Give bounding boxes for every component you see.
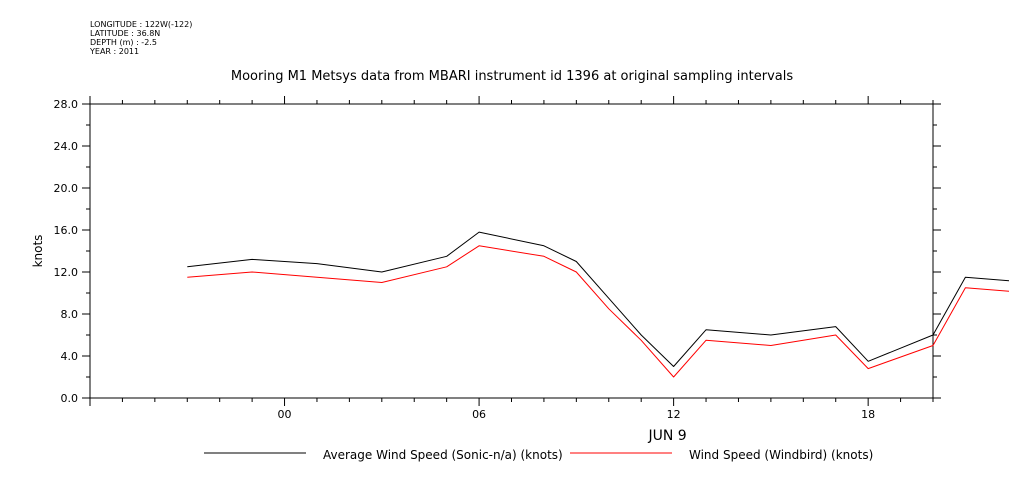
legend: Average Wind Speed (Sonic-n/a) (knots) W… [204,448,873,462]
y-tick-label: 24.0 [54,140,79,153]
year-label: YEAR : 2011 [90,47,140,56]
latitude-label: LATITUDE : 36.8N [90,29,161,38]
mooring-metadata: LONGITUDE : 122W(-122) LATITUDE : 36.8N … [90,20,192,56]
series-line-windbird [187,245,1009,378]
legend-label-windbird: Wind Speed (Windbird) (knots) [689,448,873,462]
x-tick-label: 00 [278,408,292,421]
axis-ticks [82,96,941,406]
longitude-label: LONGITUDE : 122W(-122) [90,20,193,29]
legend-label-sonic: Average Wind Speed (Sonic-n/a) (knots) [323,448,563,462]
depth-label: DEPTH (m) : -2.5 [90,38,157,47]
y-tick-label: 16.0 [54,224,79,237]
series-line-sonic [187,231,1009,367]
y-tick-label: 28.0 [54,98,79,111]
x-tick-label: 06 [472,408,486,421]
y-tick-label: 12.0 [54,266,79,279]
y-tick-labels: 0.0 4.0 8.0 12.0 16.0 20.0 24.0 28.0 [54,98,79,405]
x-day-label: JUN 9 [648,428,687,444]
y-tick-label: 8.0 [61,308,79,321]
chart-title: Mooring M1 Metsys data from MBARI instru… [231,69,793,84]
y-tick-label: 0.0 [61,392,79,405]
x-tick-label: 18 [861,408,875,421]
x-day-labels: JUN 9JUN 10JUN 11JUN 12JUN 13JUN 14JUN 1… [648,428,687,444]
y-tick-label: 20.0 [54,182,79,195]
x-tick-label: 12 [667,408,681,421]
x-tick-labels: 0006121800061218000612180006121800061218… [278,408,876,421]
y-axis-label: knots [31,235,45,268]
y-tick-label: 4.0 [61,350,79,363]
series-lines [187,231,1009,378]
